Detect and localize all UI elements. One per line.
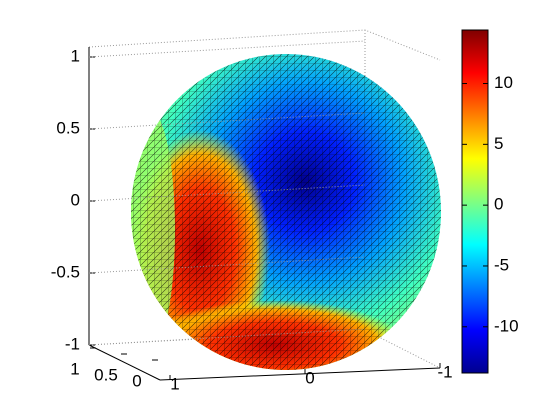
y-tick-label: 0 [132, 371, 141, 390]
z-tick-label: -0.5 [51, 262, 80, 281]
colorbar-tick-label: -5 [494, 255, 509, 274]
x-tick-label: 1 [170, 374, 179, 393]
grid-line [88, 184, 366, 202]
grid-line [88, 112, 366, 130]
colorbar-tick-label: 0 [494, 195, 503, 214]
colorbar [461, 29, 489, 374]
colorbar-tick-label: 10 [494, 73, 513, 92]
grid-line [88, 40, 366, 58]
y-tick-label: 0.5 [94, 365, 118, 384]
z-tick-label: 0 [71, 190, 80, 209]
colorbar-tick-label: -10 [494, 316, 519, 335]
grid-line [88, 256, 366, 274]
z-tick-label: -1 [65, 334, 80, 353]
y-tick-label: 1 [70, 359, 79, 378]
grid-line [88, 328, 366, 346]
colorbar-tick-label: 5 [494, 134, 503, 153]
sphere-surface [131, 54, 441, 370]
z-tick-label: 1 [71, 46, 80, 65]
x-tick-label: 0 [305, 368, 314, 387]
x-tick-label: -1 [437, 362, 452, 381]
z-tick-label: 0.5 [56, 118, 80, 137]
